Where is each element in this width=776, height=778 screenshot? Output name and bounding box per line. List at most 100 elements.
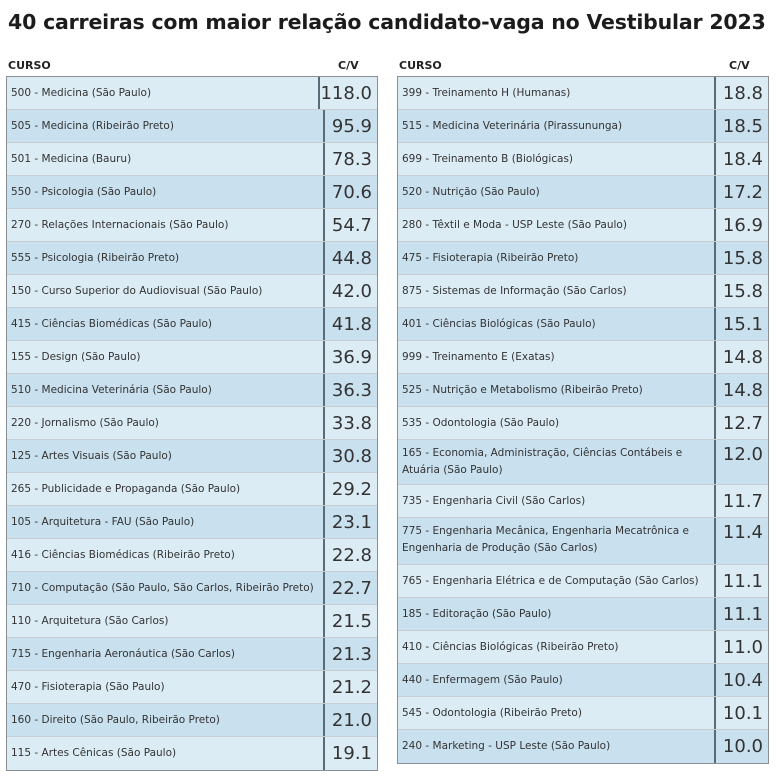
table-row: 270 - Relações Internacionais (São Paulo… — [7, 209, 377, 242]
curso-cell: 545 - Odontologia (Ribeirão Preto) — [398, 697, 714, 729]
right-table-body: 399 - Treinamento H (Humanas) 18.8 515 - M… — [397, 76, 769, 764]
table-row: 699 - Treinamento B (Biológicas) 18.4 — [398, 143, 768, 176]
cv-value-cell: 44.8 — [323, 242, 377, 274]
cv-value-cell: 11.7 — [714, 485, 768, 517]
curso-cell: 150 - Curso Superior do Audiovisual (São… — [7, 275, 323, 307]
curso-cell: 710 - Computação (São Paulo, São Carlos,… — [7, 572, 323, 604]
cv-value-cell: 21.0 — [323, 704, 377, 736]
left-table: CURSO C/V 500 - Medicina (São Paulo) 118.… — [6, 58, 378, 771]
cv-value-cell: 11.0 — [714, 631, 768, 663]
curso-cell: 735 - Engenharia Civil (São Carlos) — [398, 485, 714, 517]
curso-cell: 440 - Enfermagem (São Paulo) — [398, 664, 714, 696]
cv-value-cell: 14.8 — [714, 374, 768, 406]
table-row: 505 - Medicina (Ribeirão Preto) 95.9 — [7, 110, 377, 143]
curso-column-header: CURSO — [399, 59, 442, 72]
curso-cell: 416 - Ciências Biomédicas (Ribeirão Pret… — [7, 539, 323, 571]
cv-value-cell: 30.8 — [323, 440, 377, 472]
cv-value-cell: 118.0 — [318, 77, 377, 109]
table-row: 110 - Arquitetura (São Carlos) 21.5 — [7, 605, 377, 638]
cv-value-cell: 12.7 — [714, 407, 768, 439]
curso-cell: 550 - Psicologia (São Paulo) — [7, 176, 323, 208]
table-row: 415 - Ciências Biomédicas (São Paulo) 41.… — [7, 308, 377, 341]
table-row: 150 - Curso Superior do Audiovisual (São… — [7, 275, 377, 308]
table-row: 105 - Arquitetura - FAU (São Paulo) 23.1 — [7, 506, 377, 539]
table-row: 220 - Jornalismo (São Paulo) 33.8 — [7, 407, 377, 440]
curso-cell: 699 - Treinamento B (Biológicas) — [398, 143, 714, 175]
table-row: 765 - Engenharia Elétrica e de Computaçã… — [398, 565, 768, 598]
cv-value-cell: 16.9 — [714, 209, 768, 241]
curso-cell: 185 - Editoração (São Paulo) — [398, 598, 714, 630]
table-row: 160 - Direito (São Paulo, Ribeirão Preto… — [7, 704, 377, 737]
curso-cell: 401 - Ciências Biológicas (São Paulo) — [398, 308, 714, 340]
curso-cell: 500 - Medicina (São Paulo) — [7, 77, 319, 109]
cv-value-cell: 15.8 — [714, 242, 768, 274]
cv-value-cell: 11.1 — [714, 565, 768, 597]
table-row: 775 - Engenharia Mecânica, Engenharia Me… — [398, 518, 768, 565]
table-row: 875 - Sistemas de Informação (São Carlos… — [398, 275, 768, 308]
curso-cell: 535 - Odontologia (São Paulo) — [398, 407, 714, 439]
cv-value-cell: 22.8 — [323, 539, 377, 571]
table-row: 999 - Treinamento E (Exatas) 14.8 — [398, 341, 768, 374]
table-row: 715 - Engenharia Aeronáutica (São Carlos… — [7, 638, 377, 671]
page-title: 40 carreiras com maior relação candidato… — [8, 10, 766, 34]
cv-value-cell: 95.9 — [323, 110, 377, 142]
curso-cell: 505 - Medicina (Ribeirão Preto) — [7, 110, 323, 142]
cv-value-cell: 12.0 — [714, 440, 768, 484]
table-row: 500 - Medicina (São Paulo) 118.0 — [7, 77, 377, 110]
table-row: 280 - Têxtil e Moda - USP Leste (São Pau… — [398, 209, 768, 242]
cv-value-cell: 15.8 — [714, 275, 768, 307]
curso-cell: 410 - Ciências Biológicas (Ribeirão Pret… — [398, 631, 714, 663]
cv-value-cell: 11.1 — [714, 598, 768, 630]
cv-value-cell: 11.4 — [714, 518, 768, 564]
table-row: 735 - Engenharia Civil (São Carlos) 11.7 — [398, 485, 768, 518]
table-row: 265 - Publicidade e Propaganda (São Paul… — [7, 473, 377, 506]
curso-cell: 525 - Nutrição e Metabolismo (Ribeirão P… — [398, 374, 714, 406]
table-row: 520 - Nutrição (São Paulo) 17.2 — [398, 176, 768, 209]
right-table-header: CURSO C/V — [397, 58, 769, 76]
curso-cell: 125 - Artes Visuais (São Paulo) — [7, 440, 323, 472]
curso-cell: 765 - Engenharia Elétrica e de Computaçã… — [398, 565, 714, 597]
table-row: 240 - Marketing - USP Leste (São Paulo) 1… — [398, 730, 768, 763]
cv-value-cell: 41.8 — [323, 308, 377, 340]
cv-value-cell: 54.7 — [323, 209, 377, 241]
cv-value-cell: 14.8 — [714, 341, 768, 373]
right-table: CURSO C/V 399 - Treinamento H (Humanas) 1… — [397, 58, 769, 764]
curso-cell: 220 - Jornalismo (São Paulo) — [7, 407, 323, 439]
cv-value-cell: 23.1 — [323, 506, 377, 538]
cv-value-cell: 33.8 — [323, 407, 377, 439]
curso-cell: 165 - Economia, Administração, Ciências … — [398, 440, 714, 484]
curso-cell: 475 - Fisioterapia (Ribeirão Preto) — [398, 242, 714, 274]
cv-value-cell: 22.7 — [323, 572, 377, 604]
curso-cell: 110 - Arquitetura (São Carlos) — [7, 605, 323, 637]
left-table-header: CURSO C/V — [6, 58, 378, 76]
table-row: 440 - Enfermagem (São Paulo) 10.4 — [398, 664, 768, 697]
cv-value-cell: 29.2 — [323, 473, 377, 505]
cv-value-cell: 36.3 — [323, 374, 377, 406]
table-row: 501 - Medicina (Bauru) 78.3 — [7, 143, 377, 176]
cv-value-cell: 10.4 — [714, 664, 768, 696]
table-row: 416 - Ciências Biomédicas (Ribeirão Pret… — [7, 539, 377, 572]
table-row: 165 - Economia, Administração, Ciências … — [398, 440, 768, 485]
cv-value-cell: 18.4 — [714, 143, 768, 175]
table-row: 710 - Computação (São Paulo, São Carlos,… — [7, 572, 377, 605]
curso-cell: 520 - Nutrição (São Paulo) — [398, 176, 714, 208]
table-row: 125 - Artes Visuais (São Paulo) 30.8 — [7, 440, 377, 473]
table-row: 399 - Treinamento H (Humanas) 18.8 — [398, 77, 768, 110]
curso-cell: 875 - Sistemas de Informação (São Carlos… — [398, 275, 714, 307]
curso-cell: 399 - Treinamento H (Humanas) — [398, 77, 714, 109]
table-row: 470 - Fisioterapia (São Paulo) 21.2 — [7, 671, 377, 704]
cv-value-cell: 78.3 — [323, 143, 377, 175]
cv-value-cell: 21.3 — [323, 638, 377, 670]
table-row: 545 - Odontologia (Ribeirão Preto) 10.1 — [398, 697, 768, 730]
table-row: 185 - Editoração (São Paulo) 11.1 — [398, 598, 768, 631]
curso-cell: 715 - Engenharia Aeronáutica (São Carlos… — [7, 638, 323, 670]
left-table-body: 500 - Medicina (São Paulo) 118.0 505 - Med… — [6, 76, 378, 771]
curso-cell: 555 - Psicologia (Ribeirão Preto) — [7, 242, 323, 274]
table-row: 115 - Artes Cênicas (São Paulo) 19.1 — [7, 737, 377, 770]
table-row: 515 - Medicina Veterinária (Pirassununga… — [398, 110, 768, 143]
curso-cell: 775 - Engenharia Mecânica, Engenharia Me… — [398, 518, 714, 564]
cv-value-cell: 21.2 — [323, 671, 377, 703]
cv-value-cell: 42.0 — [323, 275, 377, 307]
cv-value-cell: 18.8 — [714, 77, 768, 109]
curso-cell: 510 - Medicina Veterinária (São Paulo) — [7, 374, 323, 406]
